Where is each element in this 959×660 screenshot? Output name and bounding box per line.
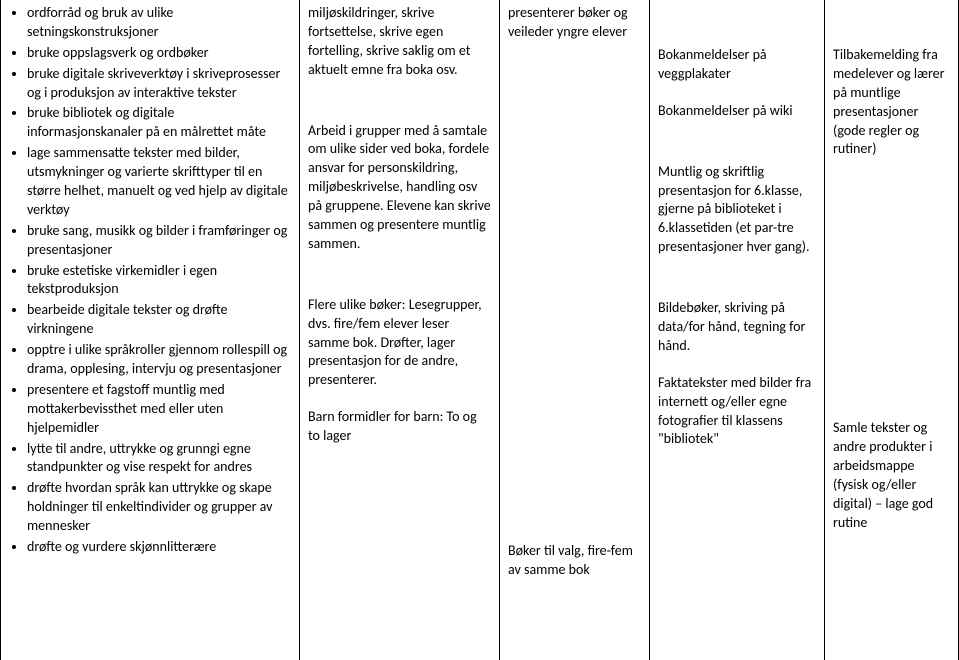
paragraph: Muntlig og skriftlig presentasjon for 6.… [658,163,816,257]
list-item: bruke digitale skriveverktøy i skrivepro… [27,65,291,103]
list-item: bruke bibliotek og digitale informasjons… [27,104,291,142]
column-4: Bokanmeldelser på veggplakater Bokanmeld… [650,0,825,660]
list-item: bearbeide digitale tekster og drøfte vir… [27,301,291,339]
list-item: lytte til andre, uttrykke og grunngi egn… [27,440,291,478]
spacer [308,254,491,296]
list-item: ordforråd og bruk av ulike setningskonst… [27,4,291,42]
list-item: presentere et fagstoff muntlig med motta… [27,381,291,438]
paragraph: Samle tekster og andre produkter i arbei… [833,419,950,532]
column-3: presenterer bøker og veileder yngre elev… [500,0,650,660]
paragraph: Bøker til valg, fire-fem av samme bok [508,542,641,580]
paragraph: Faktatekster med bilder fra internett og… [658,374,816,450]
paragraph: Bildebøker, skriving på data/for hånd, t… [658,299,816,356]
spacer [658,4,816,46]
paragraph: Arbeid i grupper med å samtale om ulike … [308,122,491,254]
paragraph: Barn formidler for barn: To og to lager [308,408,491,446]
paragraph: Bokanmeldelser på veggplakater [658,46,816,84]
column-1: ordforråd og bruk av ulike setningskonst… [0,0,300,660]
document-page: ordforråd og bruk av ulike setningskonst… [0,0,959,660]
spacer [658,121,816,163]
list-item: opptre i ulike språkroller gjennom rolle… [27,341,291,379]
spacer [658,257,816,299]
list-item: drøfte hvordan språk kan uttrykke og ska… [27,479,291,536]
spacer [658,84,816,102]
spacer [308,80,491,122]
spacer [833,159,950,419]
spacer [833,4,950,46]
list-item: bruke estetiske virkemidler i egen tekst… [27,262,291,300]
paragraph: presenterer bøker og veileder yngre elev… [508,4,641,42]
list-item: bruke oppslagsverk og ordbøker [27,44,291,63]
spacer [308,390,491,408]
paragraph: Bokanmeldelser på wiki [658,102,816,121]
column-5: Tilbakemelding fra medelever og lærer på… [825,0,959,660]
paragraph: Flere ulike bøker: Lesegrupper, dvs. fir… [308,296,491,390]
list-item: bruke sang, musikk og bilder i framførin… [27,222,291,260]
list-item: lage sammensatte tekster med bilder, uts… [27,144,291,220]
spacer [658,356,816,374]
paragraph: Tilbakemelding fra medelever og lærer på… [833,46,950,159]
list-item: drøfte og vurdere skjønnlitterære [27,538,291,557]
paragraph: miljøskildringer, skrive fortsettelse, s… [308,4,491,80]
column-2: miljøskildringer, skrive fortsettelse, s… [300,0,500,660]
spacer [508,42,641,542]
bullet-list: ordforråd og bruk av ulike setningskonst… [9,4,291,557]
